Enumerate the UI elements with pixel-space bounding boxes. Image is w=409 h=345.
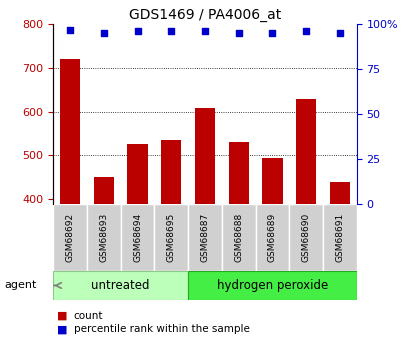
Point [100, 30, 107, 36]
Text: GSM68691: GSM68691 [335, 213, 344, 262]
Text: count: count [74, 311, 103, 321]
Bar [221, 204, 255, 271]
Text: GSM68689: GSM68689 [267, 213, 276, 262]
Point [134, 29, 141, 34]
Bar [295, 99, 315, 204]
Text: hydrogen peroxide: hydrogen peroxide [216, 279, 327, 292]
Text: untreated: untreated [91, 279, 150, 292]
Point [168, 29, 174, 34]
Point [201, 29, 208, 34]
Bar [329, 182, 349, 204]
Bar [194, 108, 215, 204]
Bar [60, 59, 80, 204]
Text: agent: agent [4, 280, 36, 290]
Text: GSM68687: GSM68687 [200, 213, 209, 262]
Point [268, 30, 275, 36]
Bar [161, 140, 181, 204]
Bar [120, 204, 154, 271]
Text: ■: ■ [57, 311, 68, 321]
Text: ■: ■ [57, 325, 68, 334]
Bar [228, 142, 248, 204]
Text: GSM68693: GSM68693 [99, 213, 108, 262]
Bar [188, 271, 356, 300]
Bar [255, 204, 289, 271]
Text: percentile rank within the sample: percentile rank within the sample [74, 325, 249, 334]
Point [235, 30, 241, 36]
Bar [94, 177, 114, 204]
Bar [53, 204, 87, 271]
Bar [154, 204, 188, 271]
Text: GSM68688: GSM68688 [234, 213, 243, 262]
Bar [322, 204, 356, 271]
Bar [289, 204, 322, 271]
Point [67, 27, 73, 32]
Point [336, 30, 342, 36]
Text: GSM68694: GSM68694 [133, 213, 142, 262]
Bar [127, 144, 147, 204]
Text: GSM68692: GSM68692 [65, 213, 74, 262]
Bar [188, 204, 221, 271]
Title: GDS1469 / PA4006_at: GDS1469 / PA4006_at [128, 8, 281, 22]
Text: GSM68695: GSM68695 [166, 213, 175, 262]
Bar [87, 204, 120, 271]
Point [302, 29, 309, 34]
Text: GSM68690: GSM68690 [301, 213, 310, 262]
Bar [53, 271, 188, 300]
Bar [262, 158, 282, 204]
